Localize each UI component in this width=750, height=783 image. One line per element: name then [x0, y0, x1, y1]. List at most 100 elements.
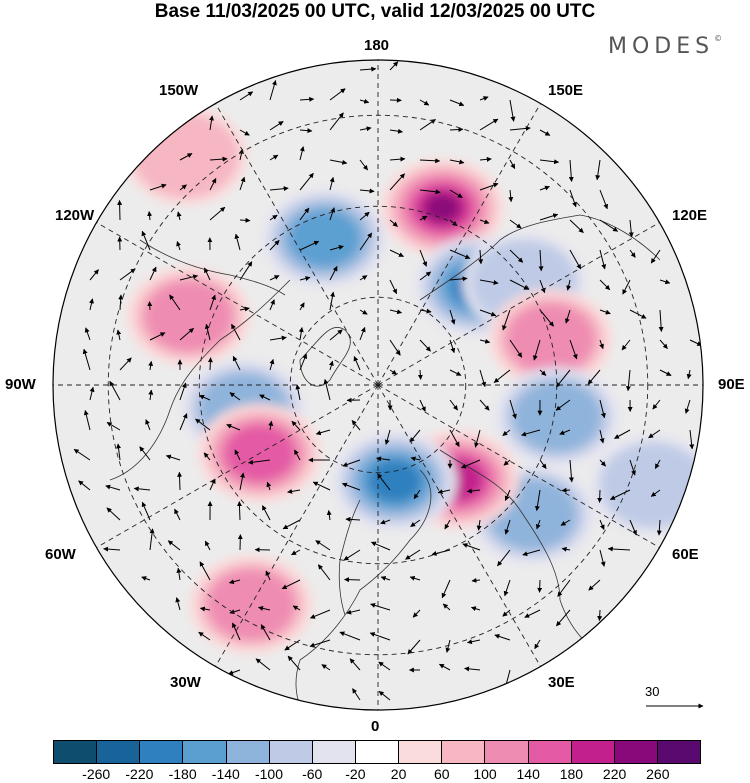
wind-vector	[462, 543, 481, 551]
colorbar-swatch	[442, 741, 486, 763]
meridian-line	[96, 222, 379, 386]
lon-label-60w: 60W	[45, 546, 76, 563]
colorbar	[53, 740, 701, 764]
wind-vector	[359, 309, 368, 315]
colorbar-swatch	[54, 741, 98, 763]
wind-vector	[502, 429, 511, 436]
wind-vector	[539, 369, 547, 376]
wind-vector	[538, 249, 544, 272]
wind-vector	[176, 567, 182, 581]
wind-vector	[449, 399, 458, 411]
wind-vector	[564, 309, 571, 324]
wind-vector	[509, 125, 531, 131]
wind-vector	[232, 355, 241, 371]
wind-vector	[326, 510, 332, 521]
wind-vector	[345, 516, 361, 522]
wind-vector	[282, 519, 301, 530]
wind-vector	[299, 240, 320, 251]
wind-vector	[419, 215, 428, 221]
wind-vector	[239, 217, 251, 223]
wind-vector	[239, 91, 254, 101]
wind-vector	[175, 597, 181, 611]
wind-vector	[629, 519, 637, 536]
wind-vector	[239, 261, 253, 281]
wind-vector	[239, 129, 250, 136]
wind-vector	[209, 294, 216, 311]
wind-vector	[329, 159, 348, 165]
wind-vector	[686, 369, 692, 380]
wind-vector	[539, 159, 560, 165]
wind-vector	[522, 549, 541, 557]
wind-vector	[419, 158, 441, 164]
wind-vector	[89, 269, 99, 281]
colorbar-swatch	[657, 741, 701, 763]
wind-vector	[599, 399, 606, 419]
wind-vector	[628, 219, 634, 238]
wind-vector	[449, 309, 456, 325]
wind-vector	[148, 360, 154, 371]
wind-vector	[504, 489, 511, 501]
wind-vector	[299, 172, 314, 191]
lon-label-90w: 90W	[5, 376, 36, 393]
wind-vector	[684, 399, 691, 414]
wind-vector	[474, 429, 481, 448]
wind-vector	[204, 267, 211, 281]
wind-vector	[595, 159, 601, 181]
wind-vector	[165, 454, 181, 461]
wind-vector	[509, 219, 522, 229]
wind-vector	[207, 357, 213, 371]
colorbar-tick-label: 260	[646, 766, 670, 782]
wind-vector	[659, 279, 671, 285]
wind-vector	[378, 661, 391, 671]
wind-vector	[621, 339, 631, 351]
lon-label-120e: 120E	[672, 207, 708, 224]
wind-vector	[449, 429, 460, 448]
wind-vector	[176, 241, 181, 251]
wind-vector	[346, 609, 361, 615]
wind-vector	[419, 99, 430, 106]
wind-vector	[291, 420, 301, 431]
wind-vector	[281, 579, 301, 590]
wind-vector	[449, 339, 456, 354]
wind-vector	[228, 669, 241, 675]
wind-vector	[321, 664, 331, 671]
meridian-line	[215, 384, 379, 667]
wind-vector	[351, 420, 361, 431]
wind-vector	[179, 274, 199, 281]
wind-vector	[377, 473, 391, 491]
wind-vector	[521, 429, 541, 437]
wind-vector	[449, 159, 465, 165]
wind-vector	[380, 519, 391, 525]
wind-vector	[650, 489, 661, 497]
negative-anomaly-contour	[513, 381, 602, 452]
wind-vector	[441, 579, 451, 599]
wind-vector	[494, 634, 511, 641]
wind-vector	[449, 369, 462, 376]
wind-vector	[659, 339, 668, 349]
wind-vector	[299, 276, 311, 281]
wind-vector	[259, 394, 271, 401]
wind-vector	[609, 489, 631, 500]
wind-vector	[323, 378, 331, 401]
coastlines	[109, 214, 661, 710]
lon-label-150w: 150W	[159, 82, 199, 99]
wind-vector	[234, 233, 241, 251]
colorbar-swatch	[528, 741, 572, 763]
wind-vector	[353, 355, 361, 371]
wind-vector	[614, 429, 631, 439]
latitude-circle	[198, 205, 558, 565]
wind-vector	[478, 249, 484, 265]
wind-vector	[659, 369, 672, 376]
graticule	[53, 60, 703, 710]
wind-vector	[479, 279, 499, 285]
wind-vector	[534, 639, 541, 650]
wind-vector	[269, 154, 279, 161]
wind-vector	[559, 429, 571, 435]
wind-vector	[269, 80, 277, 101]
wind-vector	[476, 519, 482, 531]
colorbar-tick-label: 140	[516, 766, 540, 782]
modes-logo: MODES©	[608, 34, 722, 59]
wind-vector	[359, 66, 377, 72]
wind-vector	[410, 519, 421, 528]
wind-vector	[299, 146, 305, 161]
